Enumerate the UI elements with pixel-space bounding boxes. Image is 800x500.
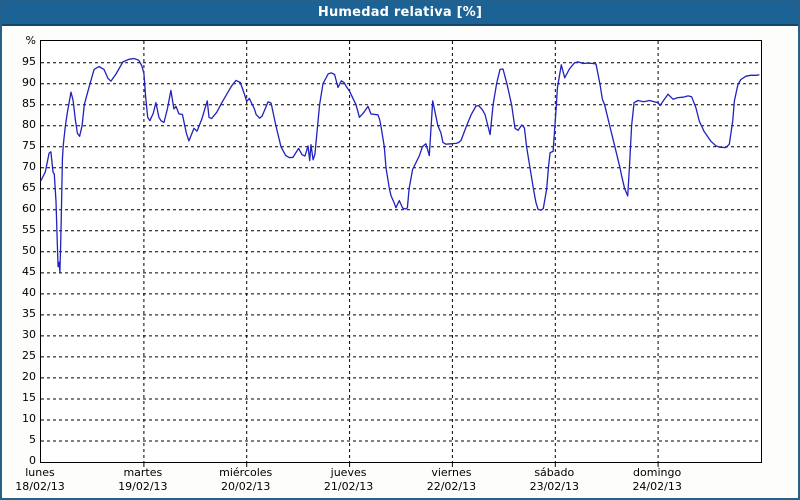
y-tick-label: 15 — [22, 390, 36, 404]
y-tick-label: 20 — [22, 369, 36, 383]
day-name-label: miércoles — [219, 466, 273, 479]
chart-title-bar: Humedad relativa [%] — [2, 2, 798, 26]
day-name-label: sábado — [534, 466, 575, 479]
y-tick-label: 60 — [22, 201, 36, 215]
humidity-line-chart — [40, 41, 761, 467]
plot-area — [40, 40, 762, 467]
x-day-label: domingo 24/02/13 — [605, 466, 709, 494]
day-date-label: 20/02/13 — [221, 480, 271, 493]
y-tick-label: 50 — [22, 243, 36, 257]
day-name-label: jueves — [330, 466, 367, 479]
y-tick-label: 80 — [22, 117, 36, 131]
y-tick-label: 5 — [29, 432, 36, 446]
chart-title: Humedad relativa [%] — [317, 5, 483, 20]
y-tick-label: 55 — [22, 222, 36, 236]
y-tick-label: 45 — [22, 264, 36, 278]
day-date-label: 18/02/13 — [15, 480, 65, 493]
x-day-label: sábado 23/02/13 — [502, 466, 606, 494]
y-tick-label: 95 — [22, 54, 36, 68]
y-tick-label: 70 — [22, 159, 36, 173]
day-date-label: 22/02/13 — [426, 480, 477, 493]
day-date-label: 23/02/13 — [529, 480, 579, 493]
x-day-label: miércoles 20/02/13 — [194, 466, 298, 494]
x-day-label: lunes 18/02/13 — [2, 466, 92, 494]
day-date-label: 21/02/13 — [323, 480, 374, 493]
day-name-label: martes — [123, 466, 163, 479]
y-tick-label: 90 — [22, 75, 36, 89]
y-tick-label: 40 — [22, 285, 36, 299]
y-tick-label: 0 — [29, 454, 36, 467]
x-day-label: martes 19/02/13 — [91, 466, 195, 494]
y-tick-label: 65 — [22, 180, 36, 194]
day-name-label: lunes — [25, 466, 55, 479]
x-day-label: jueves 21/02/13 — [297, 466, 401, 494]
x-day-label: viernes 22/02/13 — [399, 466, 503, 494]
y-tick-label: 75 — [22, 138, 36, 152]
y-tick-label: 25 — [22, 348, 36, 362]
day-date-label: 24/02/13 — [632, 480, 682, 493]
y-tick-label: 35 — [22, 306, 36, 320]
y-tick-label: 85 — [22, 96, 36, 110]
day-name-label: viernes — [431, 466, 472, 479]
y-tick-label: 10 — [22, 411, 36, 425]
y-axis-unit-label: % — [25, 33, 36, 47]
day-date-label: 19/02/13 — [118, 480, 168, 493]
day-name-label: domingo — [633, 466, 682, 479]
y-tick-label: 30 — [22, 327, 36, 341]
